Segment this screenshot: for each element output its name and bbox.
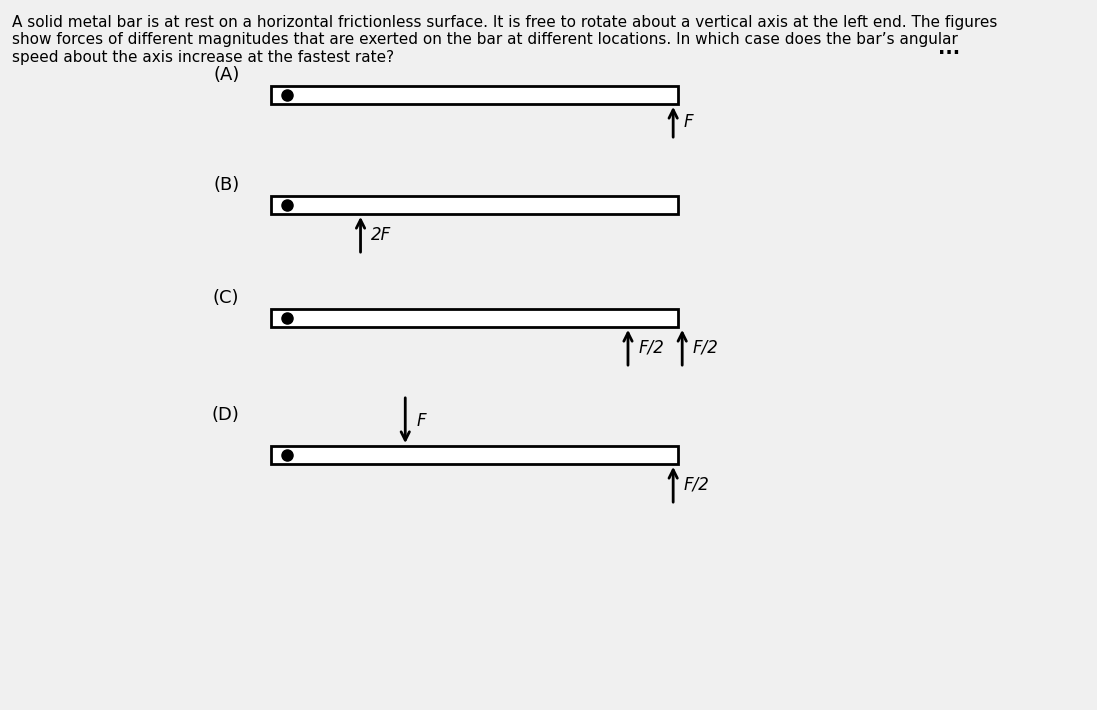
Text: F/2: F/2 (685, 476, 710, 493)
Text: 2F: 2F (372, 226, 392, 244)
Text: A solid metal bar is at rest on a horizontal frictionless surface. It is free to: A solid metal bar is at rest on a horizo… (12, 15, 997, 65)
FancyBboxPatch shape (271, 196, 678, 214)
Text: (D): (D) (212, 406, 239, 424)
Text: (C): (C) (213, 289, 239, 307)
FancyBboxPatch shape (271, 86, 678, 104)
Text: F/2: F/2 (693, 339, 719, 356)
FancyBboxPatch shape (271, 446, 678, 464)
FancyBboxPatch shape (271, 309, 678, 327)
Text: F/2: F/2 (638, 339, 665, 356)
Text: F: F (685, 113, 693, 131)
Text: (B): (B) (213, 176, 239, 194)
Text: F: F (416, 412, 426, 430)
Text: ...: ... (938, 38, 960, 58)
Text: (A): (A) (213, 66, 239, 84)
